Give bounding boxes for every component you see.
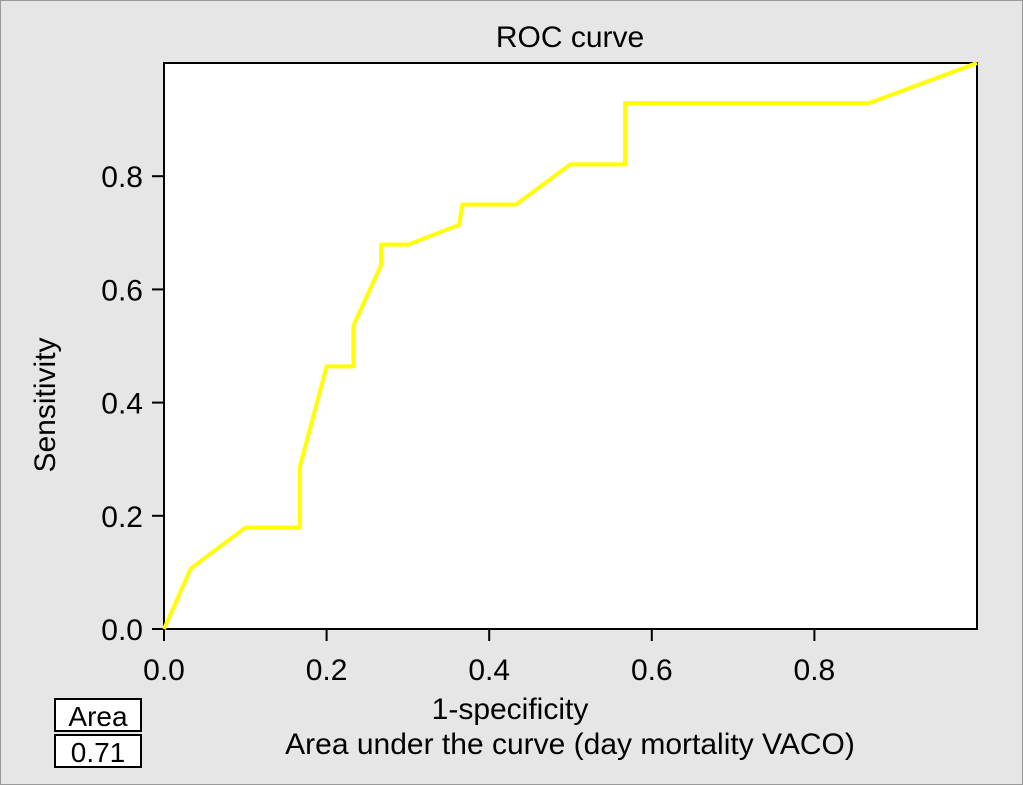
x-tick-label: 0.0 [143, 654, 185, 687]
roc-curve-line [162, 61, 978, 630]
area-table-value: 0.71 [54, 734, 142, 768]
x-tick-label: 0.6 [631, 654, 673, 687]
x-axis-label: 1-specificity [432, 693, 589, 726]
area-table-header: Area [54, 698, 142, 732]
plot-area [163, 62, 978, 630]
y-tick-label: 0.0 [101, 614, 143, 647]
x-tick-label: 0.2 [306, 654, 348, 687]
y-tick-label: 0.2 [101, 501, 143, 534]
y-axis-ticks: 0.0 0.2 0.4 0.6 0.8 [101, 161, 164, 647]
chart-title: ROC curve [496, 21, 644, 54]
x-tick-label: 0.4 [468, 654, 510, 687]
y-axis-label: Sensitivity [29, 337, 62, 472]
x-axis-ticks: 0.0 0.2 0.4 0.6 0.8 [143, 629, 835, 687]
y-tick-label: 0.6 [101, 274, 143, 307]
y-tick-label: 0.4 [101, 388, 143, 421]
series-lines [162, 61, 978, 630]
y-tick-label: 0.8 [101, 161, 143, 194]
chart-caption: Area under the curve (day mortality VACO… [285, 728, 855, 761]
x-tick-label: 0.8 [794, 654, 836, 687]
